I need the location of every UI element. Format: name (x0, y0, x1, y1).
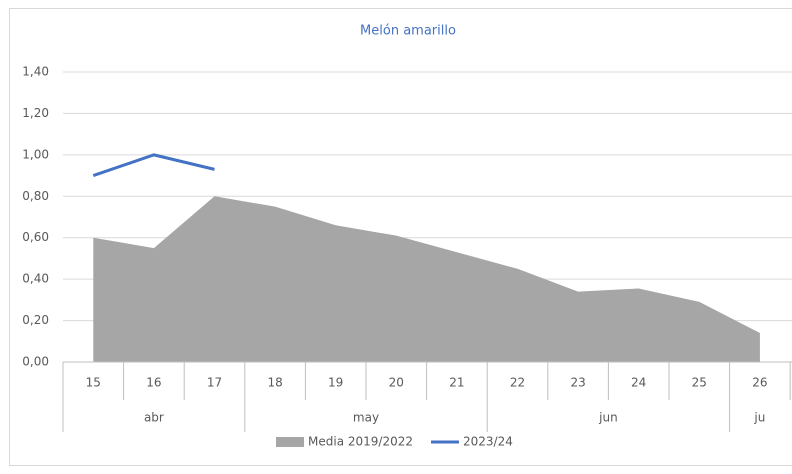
y-tick-label: 1,00 (22, 147, 49, 161)
y-tick-label: 1,40 (22, 65, 49, 79)
group-label: ju (753, 411, 765, 425)
x-tick-label: 26 (752, 376, 767, 390)
legend-label: 2023/24 (463, 435, 513, 449)
y-tick-label: 1,20 (22, 106, 49, 120)
y-tick-label: 0,60 (22, 230, 49, 244)
x-tick-label: 19 (328, 376, 343, 390)
group-label: may (353, 411, 379, 425)
group-label: jun (598, 411, 618, 425)
y-tick-label: 0,80 (22, 189, 49, 203)
x-tick-label: 21 (449, 376, 464, 390)
line (92, 153, 215, 177)
x-tick-label: 25 (692, 376, 707, 390)
x-tick-label: 23 (570, 376, 585, 390)
area (93, 196, 760, 362)
x-tick-label: 17 (207, 376, 222, 390)
y-tick-label: 0,00 (22, 355, 49, 369)
x-tick-label: 24 (631, 376, 646, 390)
x-tick-label: 22 (510, 376, 525, 390)
x-tick-label: 20 (389, 376, 404, 390)
chart-title: Melón amarillo (360, 24, 456, 39)
x-tick-label: 16 (146, 376, 161, 390)
legend-label: Media 2019/2022 (308, 435, 413, 449)
x-tick-label: 15 (86, 376, 101, 390)
x-tick-label: 18 (267, 376, 282, 390)
group-label: abr (144, 411, 164, 425)
legend-swatch (276, 437, 304, 447)
y-tick-label: 0,20 (22, 313, 49, 327)
y-tick-label: 0,40 (22, 272, 49, 286)
